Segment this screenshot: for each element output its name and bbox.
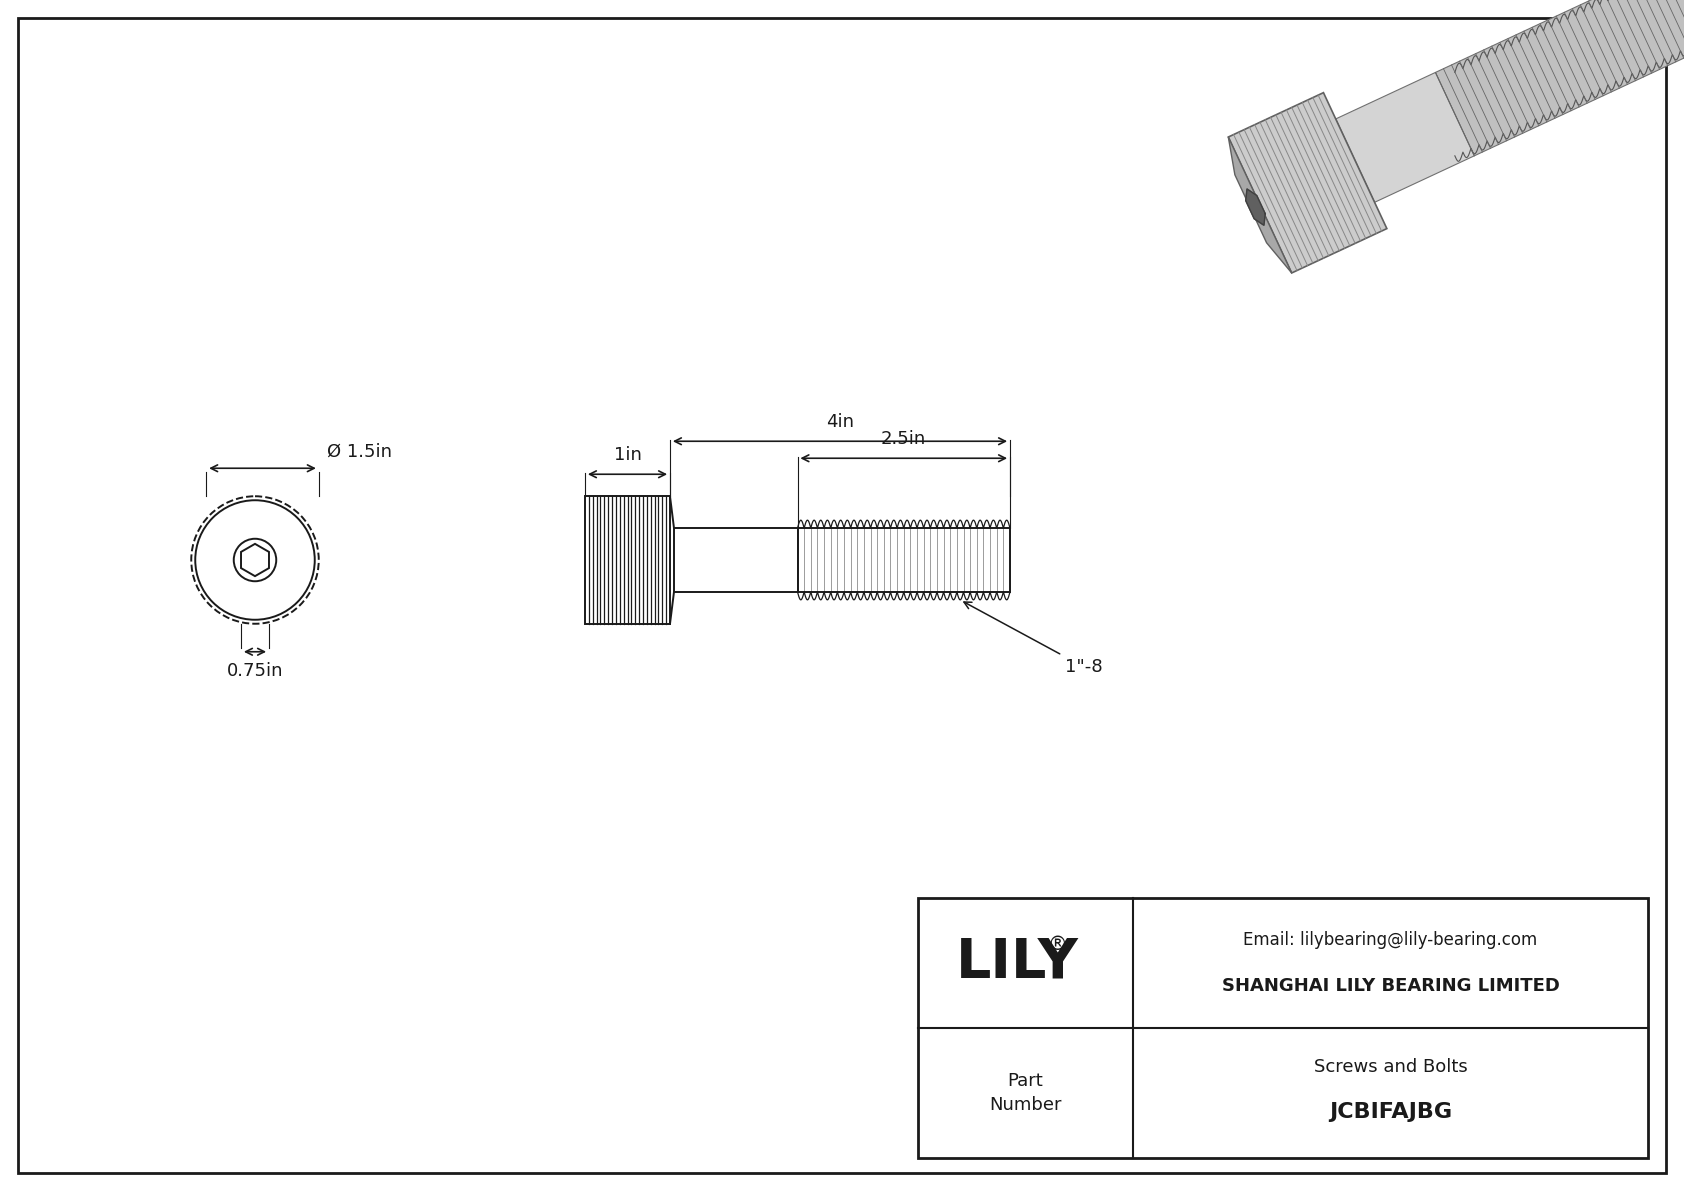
Polygon shape — [1335, 73, 1474, 202]
Polygon shape — [1435, 0, 1684, 156]
Bar — [674, 528, 798, 592]
Polygon shape — [1246, 189, 1265, 225]
Text: 4in: 4in — [825, 413, 854, 431]
Text: Screws and Bolts: Screws and Bolts — [1314, 1058, 1467, 1075]
Bar — [584, 497, 670, 624]
Text: 1in: 1in — [613, 447, 642, 464]
Text: SHANGHAI LILY BEARING LIMITED: SHANGHAI LILY BEARING LIMITED — [1221, 978, 1559, 996]
Circle shape — [234, 538, 276, 581]
Text: ®: ® — [1047, 935, 1068, 954]
Text: Ø 1.5in: Ø 1.5in — [327, 442, 392, 460]
Polygon shape — [1228, 137, 1292, 273]
Text: Part
Number: Part Number — [989, 1072, 1061, 1114]
Circle shape — [195, 500, 315, 619]
Text: 0.75in: 0.75in — [227, 662, 283, 680]
Text: JCBIFAJBG: JCBIFAJBG — [1329, 1103, 1452, 1122]
Text: LILY: LILY — [957, 936, 1079, 990]
Text: 1"-8: 1"-8 — [963, 601, 1103, 675]
Bar — [798, 528, 1010, 592]
Text: Email: lilybearing@lily-bearing.com: Email: lilybearing@lily-bearing.com — [1243, 930, 1537, 948]
Circle shape — [192, 497, 318, 624]
Text: 2.5in: 2.5in — [881, 430, 926, 448]
Polygon shape — [241, 544, 269, 576]
Bar — [918, 898, 1649, 1158]
Polygon shape — [1228, 93, 1388, 273]
